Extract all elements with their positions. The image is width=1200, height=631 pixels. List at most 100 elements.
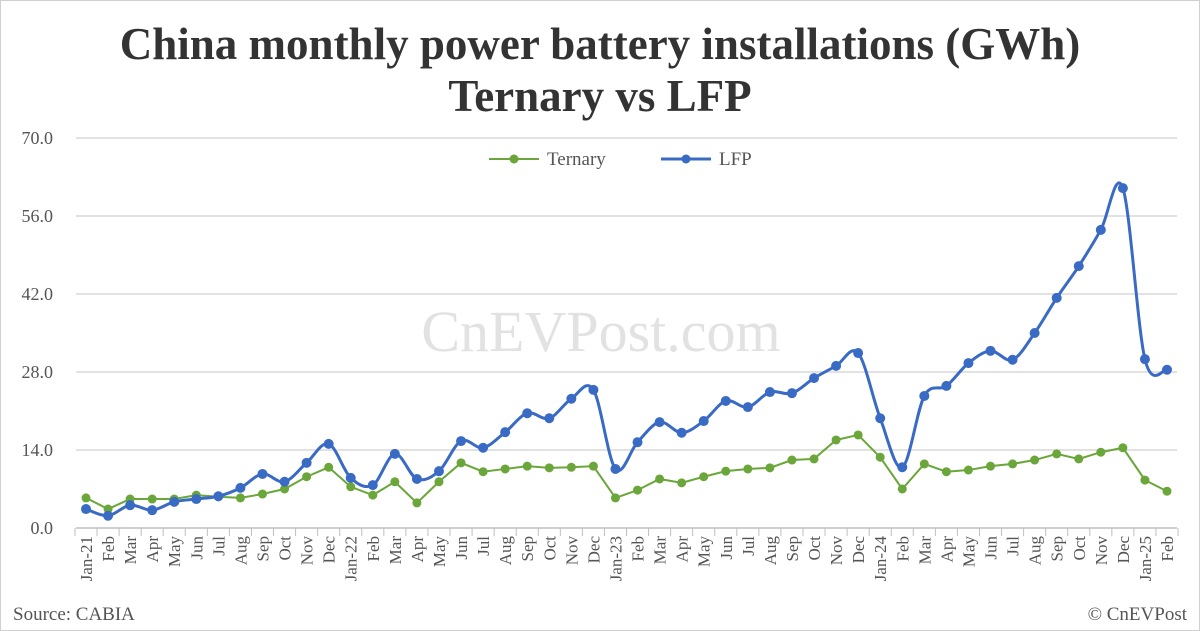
copyright-note: © CnEVPost (1087, 604, 1187, 625)
ternary-point (544, 463, 554, 473)
lfp-point (213, 491, 224, 502)
ternary-point (412, 498, 422, 508)
x-tick-label: Mar (121, 536, 140, 565)
x-tick-label: Mar (651, 536, 670, 565)
lfp-point (897, 462, 908, 473)
x-tick-label: Sep (783, 536, 802, 562)
lfp-point (103, 510, 114, 521)
lfp-point (676, 427, 687, 438)
x-tick-label: Sep (1048, 536, 1067, 562)
ternary-point (610, 493, 620, 503)
y-tick-label: 14.0 (22, 440, 54, 460)
x-tick-label: Aug (1026, 536, 1045, 566)
ternary-point (324, 462, 334, 472)
lfp-point (1162, 364, 1172, 375)
ternary-point (302, 472, 312, 482)
lfp-point (125, 500, 136, 511)
lfp-point (610, 463, 621, 474)
lfp-point (279, 476, 290, 487)
x-tick-label: May (959, 536, 978, 568)
x-tick-label: Jan-23 (606, 536, 625, 581)
x-tick-label: Oct (1070, 536, 1089, 561)
ternary-point (1008, 459, 1018, 469)
x-tick-label: Jul (209, 536, 228, 556)
x-tick-label: May (695, 536, 714, 568)
ternary-point (368, 490, 378, 500)
x-tick-label: Feb (99, 536, 118, 562)
x-tick-label: Feb (629, 536, 648, 562)
ternary-point (434, 477, 444, 487)
lfp-point (345, 472, 356, 483)
ternary-point (809, 454, 819, 464)
ternary-point (787, 455, 797, 465)
x-tick-label: Dec (849, 536, 868, 564)
y-tick-label: 56.0 (22, 206, 54, 226)
x-tick-label: Dec (584, 536, 603, 564)
lfp-point (786, 388, 797, 399)
lfp-point (1029, 328, 1040, 338)
ternary-point (346, 482, 356, 492)
ternary-point (941, 467, 951, 477)
legend-ternary-label: Ternary (547, 149, 606, 170)
x-tick-label: Jan-24 (871, 536, 890, 582)
x-tick-label: Jun (187, 536, 206, 560)
x-tick-label: Oct (540, 536, 559, 561)
lfp-point (301, 457, 312, 468)
x-tick-label: Feb (893, 536, 912, 562)
ternary-point (1030, 455, 1040, 465)
y-tick-label: 0.0 (31, 518, 54, 538)
x-tick-label: Oct (805, 536, 824, 561)
lfp-point (235, 482, 246, 493)
x-tick-label: Mar (915, 536, 934, 565)
x-tick-label: Aug (231, 536, 250, 566)
ternary-point (963, 465, 973, 475)
x-tick-label: Apr (673, 536, 692, 563)
ternary-point (1140, 475, 1150, 485)
x-tick-label: Dec (320, 536, 339, 564)
source-note: Source: CABIA (13, 604, 135, 625)
lfp-point (764, 387, 775, 398)
x-tick-label: Nov (298, 536, 317, 566)
chart-title: China monthly power battery installation… (119, 19, 1081, 69)
lfp-point (875, 413, 886, 424)
x-tick-label: Apr (937, 536, 956, 563)
ternary-point (390, 477, 400, 487)
lfp-point (433, 466, 444, 477)
ternary-point (1052, 449, 1062, 459)
lfp-point (632, 437, 643, 448)
lfp-point (389, 448, 400, 459)
x-tick-label: Nov (562, 536, 581, 566)
watermark: CnEVPost.com (421, 299, 780, 364)
x-tick-label: Jun (717, 536, 736, 560)
ternary-point (633, 485, 643, 495)
ternary-point (919, 459, 929, 469)
ternary-point (699, 472, 709, 482)
lfp-point (698, 416, 709, 427)
ternary-point (500, 464, 510, 474)
ternary-point (765, 463, 775, 473)
ternary-point (875, 452, 885, 462)
lfp-point (720, 395, 731, 406)
lfp-point (323, 438, 334, 449)
lfp-point (1051, 292, 1062, 303)
x-tick-label: Jun (452, 536, 471, 560)
ternary-point (235, 493, 245, 503)
ternary-point (986, 461, 996, 471)
x-tick-label: Aug (761, 536, 780, 566)
legend-ternary-marker (509, 154, 519, 164)
x-tick-label: Feb (1158, 536, 1177, 562)
lfp-point (1007, 354, 1018, 365)
x-tick-label: Jan-21 (77, 536, 96, 581)
ternary-point (1074, 454, 1084, 464)
lfp-point (544, 413, 555, 424)
x-tick-label: Jul (474, 536, 493, 556)
x-tick-label: Sep (518, 536, 537, 562)
ternary-point (280, 484, 290, 494)
ternary-point (721, 466, 731, 476)
lfp-point (1139, 354, 1150, 365)
ternary-point (743, 464, 753, 474)
lfp-point (941, 380, 952, 391)
x-tick-label: Nov (1092, 536, 1111, 566)
lfp-point (411, 473, 422, 484)
x-tick-label: Sep (253, 536, 272, 562)
